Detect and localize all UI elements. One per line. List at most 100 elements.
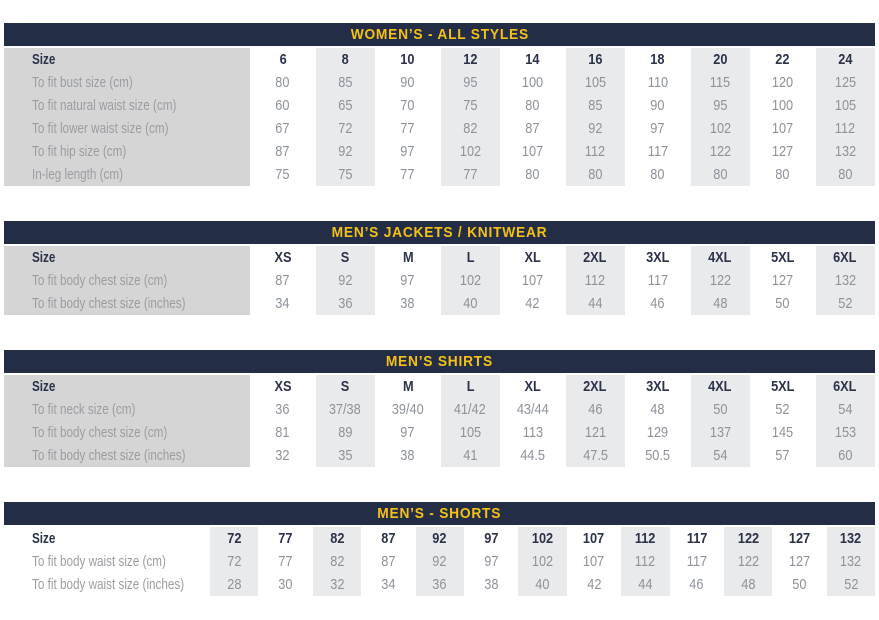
size-value: 46 <box>689 576 704 593</box>
size-value-cell: 87 <box>253 140 313 163</box>
size-value: 107 <box>522 272 544 289</box>
size-column-header: 87 <box>364 527 412 550</box>
size-column: 127 127 50 <box>775 527 823 596</box>
size-value-cell: 122 <box>691 140 751 163</box>
size-column: 112 112 44 <box>621 527 670 596</box>
size-value: 44 <box>588 295 603 312</box>
size-value-cell: 117 <box>628 269 688 292</box>
size-value: 43/44 <box>516 401 549 418</box>
size-value-cell: 117 <box>673 550 721 573</box>
size-column: 10 90 70 77 97 77 <box>378 48 438 186</box>
size-value: 92 <box>432 553 447 570</box>
size-value: 81 <box>275 424 290 441</box>
size-value: 52 <box>838 295 853 312</box>
size-column-header-text: M <box>402 249 414 266</box>
size-column: 107 107 42 <box>570 527 618 596</box>
size-value-cell: 153 <box>816 421 876 444</box>
size-value: 80 <box>525 97 540 114</box>
size-column-header: 117 <box>673 527 721 550</box>
size-value-cell: 52 <box>753 398 813 421</box>
size-column: XS 36 81 32 <box>253 375 313 467</box>
size-column-header: 3XL <box>628 375 688 398</box>
size-row-label: Size <box>4 246 250 269</box>
size-value-cell: 72 <box>316 117 376 140</box>
size-column-header-text: 8 <box>341 51 349 68</box>
size-value: 100 <box>772 97 794 114</box>
size-column: 3XL 48 129 50.5 <box>628 375 688 467</box>
size-column-header-text: 82 <box>329 530 345 547</box>
size-value: 41/42 <box>454 401 487 418</box>
row-label: To fit neck size (cm) <box>4 398 250 421</box>
size-value: 87 <box>381 553 396 570</box>
size-column: 20 115 95 102 122 80 <box>690 48 751 186</box>
size-column-header: 18 <box>628 48 688 71</box>
size-value: 97 <box>400 143 415 160</box>
size-value: 77 <box>278 553 293 570</box>
size-value-cell: 95 <box>441 71 501 94</box>
size-value: 44 <box>638 576 653 593</box>
size-value: 102 <box>709 120 731 137</box>
size-value: 113 <box>522 424 543 441</box>
size-value-cell: 60 <box>816 444 876 467</box>
size-column-header: 22 <box>753 48 813 71</box>
row-label: To fit natural waist size (cm) <box>4 94 250 117</box>
row-label: To fit hip size (cm) <box>4 140 250 163</box>
size-column-header-text: 16 <box>588 51 603 68</box>
size-column: 77 77 30 <box>261 527 309 596</box>
size-column: S 92 36 <box>315 246 375 315</box>
size-value-cell: 97 <box>467 550 515 573</box>
size-value: 89 <box>338 424 353 441</box>
size-value: 115 <box>710 74 731 91</box>
size-column: XL 43/44 113 44.5 <box>503 375 563 467</box>
size-column: 4XL 122 48 <box>690 246 751 315</box>
size-column-header: 6XL <box>816 246 876 269</box>
size-value-cell: 102 <box>518 550 566 573</box>
size-row-label: Size <box>4 48 250 71</box>
size-value: 97 <box>484 553 499 570</box>
size-value-cell: 65 <box>316 94 376 117</box>
size-value: 132 <box>834 272 856 289</box>
size-row-label-text: Size <box>32 51 56 68</box>
row-label: To fit lower waist size (cm) <box>4 117 250 140</box>
size-column: 8 85 65 72 92 75 <box>315 48 376 186</box>
size-column-header: 14 <box>503 48 563 71</box>
size-value: 48 <box>713 295 728 312</box>
label-column: Size To fit body chest size (cm) To fit bo… <box>4 246 250 315</box>
size-value: 105 <box>834 97 856 114</box>
size-value: 112 <box>835 120 856 137</box>
size-value-cell: 102 <box>441 269 501 292</box>
size-column: 122 122 48 <box>723 527 773 596</box>
size-value-cell: 38 <box>378 444 438 467</box>
size-value: 42 <box>586 576 602 593</box>
size-column-header: 4XL <box>691 375 751 398</box>
size-value-cell: 60 <box>253 94 313 117</box>
size-column-header: 5XL <box>753 246 813 269</box>
size-value-cell: 44 <box>621 573 669 596</box>
size-value-cell: 48 <box>691 292 751 315</box>
size-value: 77 <box>400 120 415 137</box>
size-column: 18 110 90 97 117 80 <box>628 48 688 186</box>
size-table-mens-jackets-knitwear: MEN’S JACKETS / KNITWEAR Size To fit body … <box>4 221 875 315</box>
size-value: 50 <box>775 295 790 312</box>
size-value-cell: 34 <box>253 292 313 315</box>
row-label-text: To fit body chest size (inches) <box>32 295 186 312</box>
row-label: To fit body chest size (cm) <box>4 269 250 292</box>
size-value: 75 <box>338 166 353 183</box>
size-value: 122 <box>737 553 759 570</box>
size-column-header-text: L <box>466 378 475 395</box>
size-value-cell: 34 <box>364 573 412 596</box>
row-label: To fit body chest size (inches) <box>4 292 250 315</box>
size-value: 75 <box>463 97 478 114</box>
size-column-header-text: 22 <box>775 51 790 68</box>
size-value: 54 <box>838 401 853 418</box>
size-column-header: 102 <box>518 527 566 550</box>
size-column-header-text: XL <box>524 378 541 395</box>
table-title: WOMEN’S - ALL STYLES <box>350 26 529 43</box>
table-title-bar: WOMEN’S - ALL STYLES <box>4 23 875 46</box>
size-value-cell: 95 <box>691 94 751 117</box>
size-value: 34 <box>381 576 396 593</box>
size-value-cell: 82 <box>441 117 501 140</box>
size-value-cell: 80 <box>691 163 751 186</box>
size-column: 16 105 85 92 112 80 <box>565 48 625 186</box>
size-row-label-text: Size <box>32 378 56 395</box>
